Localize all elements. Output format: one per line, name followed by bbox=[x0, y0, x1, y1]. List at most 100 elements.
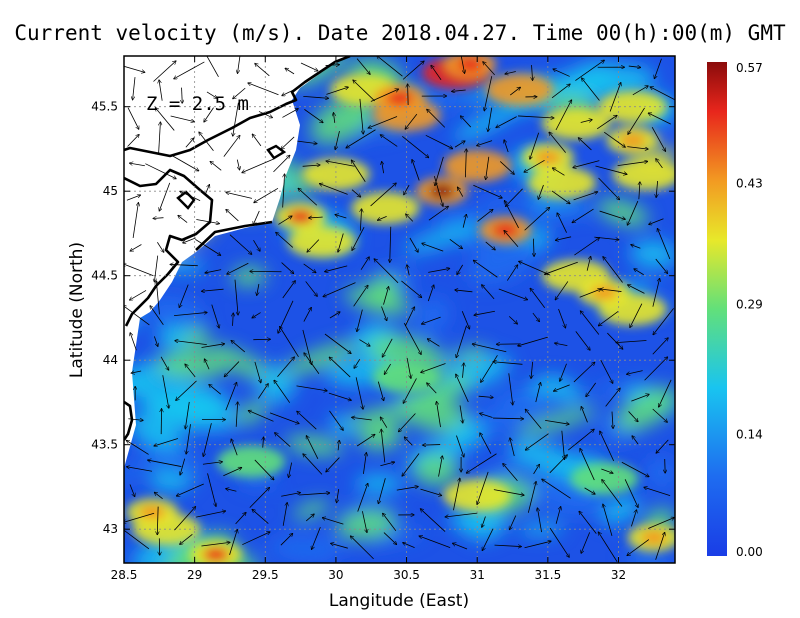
current-vector bbox=[383, 287, 389, 305]
current-vector bbox=[482, 528, 494, 551]
current-vector bbox=[508, 373, 513, 405]
x-axis-label: Langitude (East) bbox=[329, 591, 469, 611]
current-vector bbox=[335, 130, 340, 150]
current-vector bbox=[357, 483, 368, 512]
current-vector bbox=[303, 96, 328, 98]
current-vector bbox=[195, 239, 220, 255]
current-vector bbox=[627, 200, 639, 225]
current-vector bbox=[560, 363, 567, 382]
current-vector bbox=[406, 214, 414, 222]
current-vector bbox=[281, 262, 294, 274]
current-vector bbox=[649, 218, 664, 225]
current-vector bbox=[630, 303, 643, 328]
current-vector bbox=[227, 262, 249, 274]
current-vector bbox=[575, 60, 604, 81]
hotspot-7 bbox=[591, 285, 618, 300]
current-vector bbox=[549, 527, 569, 557]
current-vector bbox=[356, 434, 375, 447]
current-vector bbox=[403, 378, 417, 403]
current-vector bbox=[211, 304, 219, 328]
current-vector bbox=[206, 91, 217, 98]
current-vector bbox=[233, 313, 234, 326]
current-vector bbox=[381, 306, 387, 320]
current-vector bbox=[582, 78, 600, 101]
x-tick-label: 30.5 bbox=[393, 568, 420, 582]
current-vector bbox=[170, 264, 198, 265]
current-vector bbox=[225, 382, 237, 411]
current-vector bbox=[162, 375, 169, 408]
current-vector bbox=[598, 532, 618, 562]
y-tick-label: 43 bbox=[103, 522, 118, 536]
current-vector bbox=[383, 532, 397, 545]
hotspot-6 bbox=[619, 133, 646, 148]
current-vector bbox=[453, 543, 468, 550]
x-tick-label: 31.5 bbox=[534, 568, 561, 582]
current-vector bbox=[532, 312, 540, 321]
current-vector bbox=[504, 200, 519, 229]
colorbar-tick-label: 0.29 bbox=[736, 298, 763, 312]
current-vector bbox=[174, 61, 205, 79]
current-vector bbox=[257, 283, 259, 295]
current-vector bbox=[204, 359, 210, 370]
current-vector bbox=[229, 529, 238, 556]
current-vector bbox=[402, 453, 420, 477]
current-vector bbox=[378, 478, 386, 503]
current-vector bbox=[404, 437, 413, 446]
current-vector bbox=[201, 542, 229, 547]
current-vector bbox=[427, 109, 446, 128]
current-vector bbox=[598, 177, 620, 200]
current-vector bbox=[603, 131, 625, 147]
current-vector bbox=[628, 66, 641, 67]
current-vector bbox=[601, 468, 613, 473]
current-vector bbox=[524, 541, 552, 549]
current-vector bbox=[627, 539, 650, 556]
current-vector bbox=[435, 156, 444, 186]
current-vector bbox=[252, 134, 262, 147]
current-vector bbox=[357, 309, 363, 332]
current-vector bbox=[359, 98, 363, 134]
current-vector bbox=[319, 184, 348, 195]
current-vector bbox=[127, 134, 140, 147]
current-vector bbox=[185, 364, 196, 378]
current-vector bbox=[201, 288, 224, 291]
current-vector bbox=[299, 493, 330, 496]
current-vector bbox=[427, 339, 440, 347]
current-vector bbox=[377, 56, 403, 77]
current-vector bbox=[231, 340, 246, 353]
current-vector bbox=[178, 215, 188, 223]
plot-frame bbox=[123, 55, 676, 564]
x-tick-label: 31 bbox=[470, 568, 485, 582]
current-vector bbox=[380, 135, 398, 147]
current-vector bbox=[530, 132, 540, 160]
current-vector bbox=[428, 206, 448, 221]
current-vector bbox=[477, 471, 489, 505]
current-vector bbox=[499, 161, 514, 174]
current-vector bbox=[205, 269, 222, 273]
current-vector bbox=[524, 207, 550, 231]
current-vector bbox=[493, 362, 523, 365]
current-vector bbox=[575, 331, 590, 350]
coastline bbox=[124, 56, 351, 441]
current-vector bbox=[326, 457, 340, 472]
current-vector bbox=[338, 440, 339, 451]
current-vector bbox=[537, 508, 542, 533]
current-vector bbox=[466, 453, 497, 473]
current-vector bbox=[460, 116, 472, 128]
current-vector bbox=[549, 132, 566, 153]
current-vector bbox=[402, 61, 424, 80]
x-axis: 28.5 29 29.5 30 30.5 31 31.5 32 bbox=[111, 56, 626, 582]
current-vector bbox=[461, 311, 469, 329]
current-vector bbox=[171, 155, 199, 170]
current-vector bbox=[179, 284, 189, 308]
current-vector bbox=[518, 336, 549, 346]
current-vector bbox=[518, 115, 554, 118]
current-vector bbox=[326, 87, 348, 95]
current-vector bbox=[269, 412, 299, 424]
hotspot-4 bbox=[287, 209, 314, 224]
colorbar-gradient bbox=[707, 62, 727, 556]
current-vector bbox=[551, 84, 570, 99]
current-vector bbox=[383, 513, 397, 532]
current-vector bbox=[209, 384, 222, 395]
current-vector bbox=[303, 307, 311, 322]
current-vector bbox=[159, 80, 163, 101]
